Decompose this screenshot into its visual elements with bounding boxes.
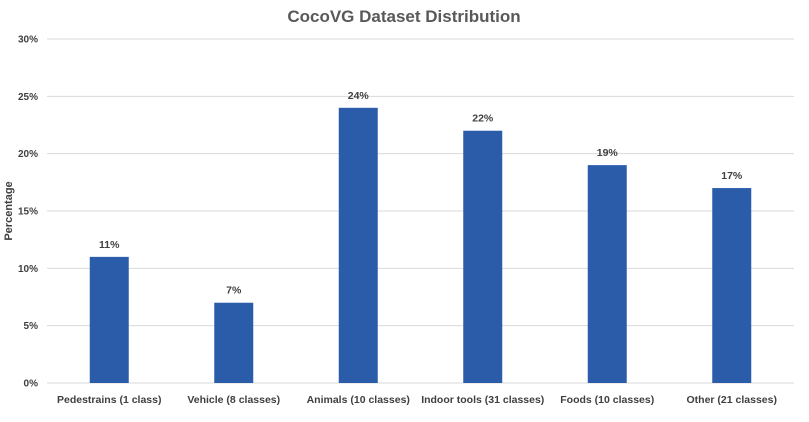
x-tick-label: Animals (10 classes) [307,394,410,406]
gridlines [47,38,794,384]
y-tick-labels: 0% 5% 10% 15% 20% 25% 30% [18,35,38,390]
y-tick-label: 5% [24,321,39,332]
y-tick-label: 25% [18,92,38,103]
data-label: 17% [721,170,743,182]
bar [89,256,129,383]
bar [338,107,378,384]
x-tick-label: Foods (10 classes) [560,394,654,406]
y-axis-label: Percentage [3,181,15,240]
bars [89,107,752,384]
data-labels: 11% 7% 24% 22% 19% 17% [99,90,743,297]
y-tick-label: 30% [18,35,38,46]
chart-title: CocoVG Dataset Distribution [287,7,520,26]
y-tick-label: 20% [18,149,38,160]
bar [587,165,627,383]
x-tick-labels: Pedestrains (1 class) Vehicle (8 classes)… [57,394,777,406]
x-tick-label: Vehicle (8 classes) [187,394,280,406]
data-label: 19% [597,147,619,159]
bar [712,188,752,383]
y-tick-label: 15% [18,207,38,218]
x-tick-label: Indoor tools (31 classes) [421,394,544,406]
data-label: 7% [226,285,242,297]
x-tick-label: Other (21 classes) [687,394,777,406]
y-tick-label: 10% [18,264,38,275]
data-label: 22% [472,113,494,125]
data-label: 11% [99,239,120,251]
y-tick-label: 0% [24,379,39,390]
bar [214,302,254,383]
bar [463,130,503,383]
x-tick-label: Pedestrains (1 class) [57,394,161,406]
data-label: 24% [348,90,370,102]
